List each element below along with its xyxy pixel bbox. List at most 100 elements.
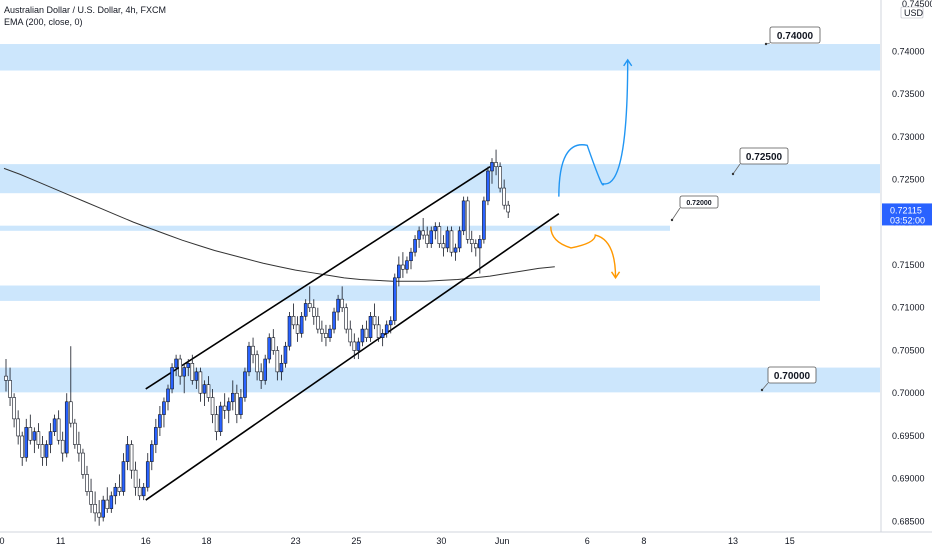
- candle-body: [364, 328, 369, 338]
- candle-body: [303, 303, 308, 317]
- zone-2: [0, 225, 670, 231]
- candle: [40, 435, 45, 466]
- candle: [344, 303, 349, 334]
- candle: [141, 482, 146, 501]
- candle-body: [113, 486, 118, 497]
- candle-body: [206, 384, 211, 398]
- indicator-legend[interactable]: EMA (200, close, 0): [4, 17, 83, 27]
- candle-body: [60, 439, 65, 454]
- candle: [32, 427, 37, 454]
- candle-body: [380, 333, 385, 338]
- candle: [413, 235, 417, 257]
- candle-body: [125, 444, 130, 462]
- candle-body: [202, 384, 207, 394]
- candle: [158, 406, 162, 436]
- candle: [368, 312, 373, 342]
- candle-body: [506, 204, 511, 213]
- current-price-value: 0.72115: [890, 205, 922, 215]
- candle-body: [295, 324, 300, 334]
- candle-body: [73, 422, 77, 445]
- candle-body: [20, 435, 25, 458]
- candle: [336, 294, 340, 321]
- candle-body: [413, 239, 417, 253]
- candle-body: [251, 345, 255, 356]
- candle-body: [328, 328, 332, 338]
- candle: [307, 286, 312, 313]
- candle-body: [174, 358, 178, 368]
- price-tick-label: 0.69500: [892, 431, 925, 441]
- candle-body: [482, 200, 486, 240]
- candle-body: [401, 264, 405, 270]
- candle: [210, 388, 215, 424]
- candle-body: [465, 200, 470, 240]
- candle: [429, 226, 434, 248]
- candle-body: [145, 461, 150, 488]
- candle: [69, 346, 73, 428]
- candle: [109, 491, 114, 513]
- price-tick-label: 0.73500: [892, 89, 925, 99]
- candle-body: [178, 358, 182, 377]
- candle-body: [109, 495, 114, 509]
- time-axis[interactable]: 0 11 16 18 23 25 30 Jun 6 8 13 15: [0, 531, 932, 546]
- zone-3: [0, 285, 820, 301]
- level-label-l74000: 0.74000: [764, 26, 821, 46]
- candle-body: [336, 298, 340, 313]
- level-label-l72500: 0.72500: [731, 147, 789, 176]
- candle: [16, 410, 20, 445]
- candle: [397, 256, 401, 287]
- symbol-title[interactable]: Australian Dollar / U.S. Dollar, 4h, FXC…: [4, 5, 167, 15]
- label-anchor: [760, 388, 764, 392]
- label-anchor: [731, 172, 735, 176]
- candle: [303, 299, 308, 321]
- candle-body: [267, 337, 272, 360]
- candle-body: [255, 354, 259, 373]
- candle: [154, 418, 158, 454]
- candle: [457, 226, 462, 253]
- candle: [295, 316, 300, 342]
- candle: [401, 252, 405, 278]
- candle-body: [478, 239, 482, 249]
- candle: [113, 482, 118, 505]
- price-tick-label: 0.70000: [892, 388, 925, 398]
- candle-body: [449, 230, 454, 253]
- time-tick-label: 16: [141, 536, 151, 546]
- projection-arrowhead-1: [610, 271, 621, 280]
- candle-body: [316, 315, 320, 330]
- candle: [64, 393, 69, 458]
- candle-body: [344, 307, 349, 330]
- candle: [4, 359, 8, 392]
- candle: [453, 243, 458, 261]
- candle: [299, 312, 304, 338]
- candle: [182, 363, 186, 394]
- label-text: 0.72000: [686, 200, 711, 207]
- candle-body: [498, 166, 502, 189]
- candle: [502, 179, 506, 210]
- candle: [239, 388, 243, 419]
- price-axis[interactable]: 0.68500 0.69000 0.69500 0.70000 0.70500 0.710…: [880, 0, 932, 532]
- projection-path-0: [558, 59, 629, 197]
- candle: [20, 431, 25, 466]
- candle-body: [340, 298, 344, 309]
- trend-channel: [145, 166, 560, 501]
- channel-lower-line: [145, 213, 560, 501]
- candle: [352, 333, 357, 360]
- candle: [174, 354, 178, 377]
- candle-body: [457, 230, 462, 249]
- candle-body: [166, 388, 170, 403]
- candle-body: [52, 418, 57, 432]
- level-label-l72000: 0.72000: [670, 195, 719, 222]
- candle: [198, 367, 203, 402]
- candle-body: [502, 187, 506, 206]
- candle-body: [44, 444, 49, 458]
- candle-body: [283, 345, 288, 364]
- current-price-bg: [882, 203, 932, 226]
- candle: [498, 162, 502, 193]
- projection-arrowhead-0: [623, 58, 633, 67]
- candle-body: [360, 328, 365, 343]
- candle: [324, 324, 328, 347]
- candle: [178, 354, 182, 385]
- time-tick-label: 25: [351, 536, 361, 546]
